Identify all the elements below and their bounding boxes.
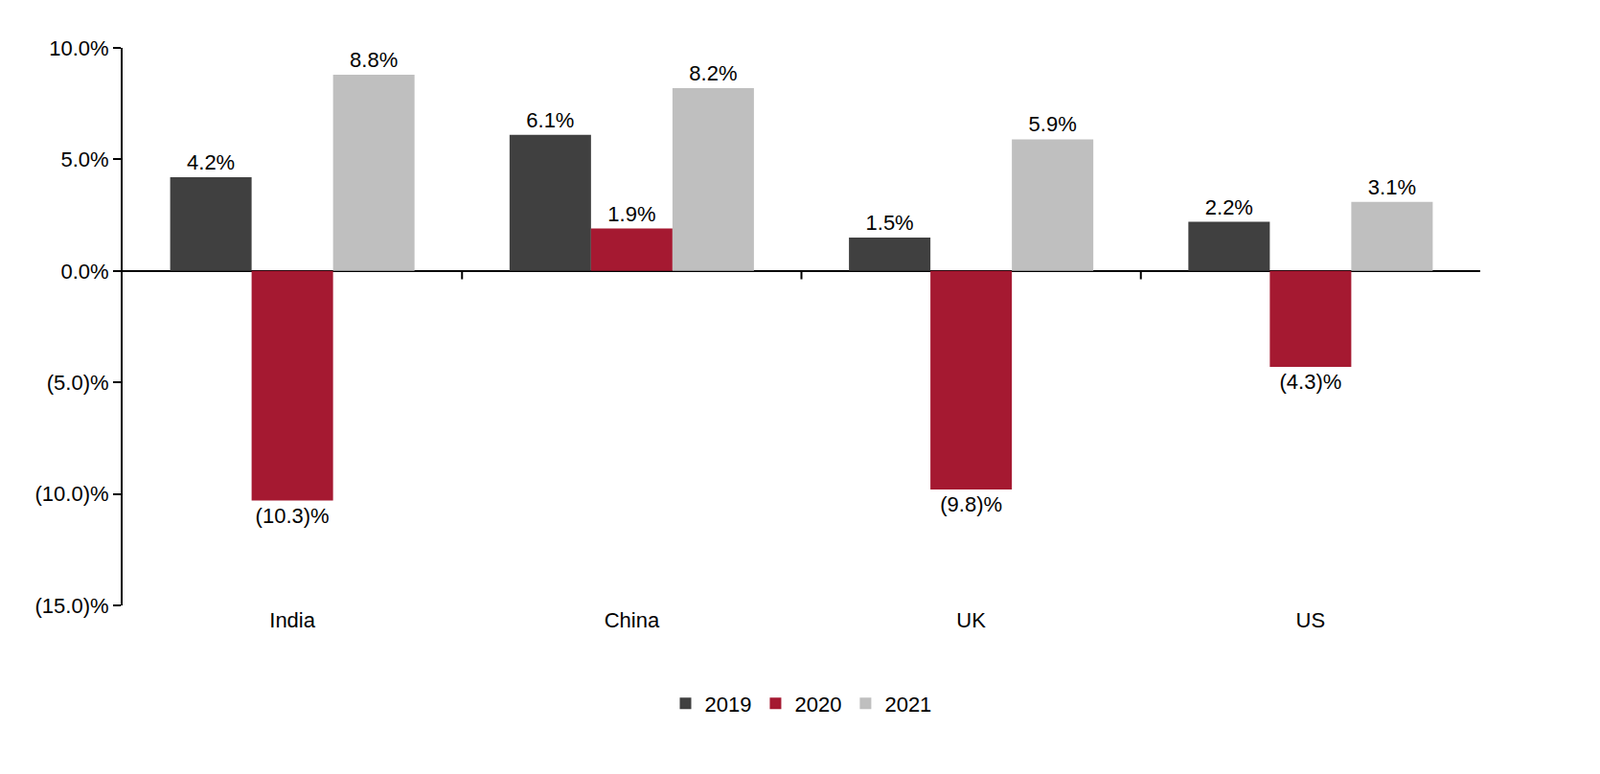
svg-text:(10.3)%: (10.3)%	[255, 503, 330, 528]
svg-text:(15.0)%: (15.0)%	[35, 594, 110, 618]
svg-text:5.9%: 5.9%	[1028, 112, 1077, 137]
svg-text:4.2%: 4.2%	[186, 150, 235, 175]
svg-text:2.2%: 2.2%	[1205, 195, 1254, 220]
svg-text:1.5%: 1.5%	[866, 210, 915, 235]
svg-text:5.0%: 5.0%	[60, 147, 109, 172]
svg-text:1.9%: 1.9%	[607, 202, 656, 227]
svg-text:8.2%: 8.2%	[688, 61, 737, 86]
svg-text:2020: 2020	[794, 692, 842, 717]
svg-text:2021: 2021	[884, 692, 932, 717]
svg-text:UK: UK	[956, 608, 986, 633]
svg-text:(5.0)%: (5.0)%	[46, 370, 110, 395]
svg-text:0.0%: 0.0%	[60, 259, 109, 284]
svg-text:(10.0)%: (10.0)%	[35, 481, 110, 506]
svg-text:8.8%: 8.8%	[349, 47, 398, 72]
svg-text:6.1%: 6.1%	[525, 108, 574, 133]
svg-text:(9.8)%: (9.8)%	[939, 492, 1003, 517]
svg-text:US: US	[1296, 608, 1326, 633]
svg-text:China: China	[604, 608, 661, 633]
svg-text:10.0%: 10.0%	[48, 36, 109, 61]
svg-text:2019: 2019	[705, 692, 753, 717]
svg-text:(4.3)%: (4.3)%	[1279, 369, 1342, 394]
svg-text:3.1%: 3.1%	[1368, 175, 1417, 200]
svg-text:India: India	[269, 608, 316, 633]
